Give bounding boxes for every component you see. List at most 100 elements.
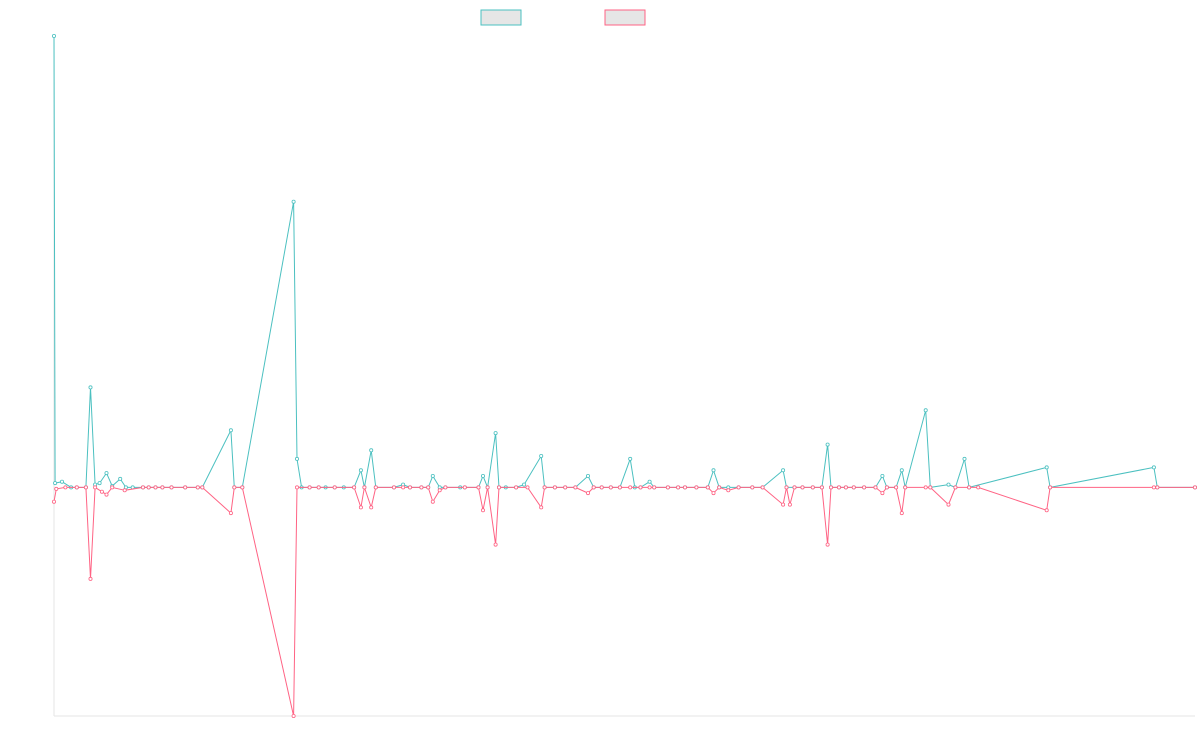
series-2-point[interactable] [843, 485, 848, 490]
series-2-point[interactable] [54, 486, 59, 491]
series-2-point[interactable] [628, 485, 633, 490]
series-2-point[interactable] [1044, 508, 1049, 513]
series-2-point[interactable] [599, 485, 604, 490]
series-2-point[interactable] [200, 485, 205, 490]
series-1-point[interactable] [628, 456, 633, 461]
series-2-point[interactable] [93, 485, 98, 490]
series-2-point[interactable] [122, 488, 127, 493]
series-1-point[interactable] [53, 481, 58, 486]
series-2-point[interactable] [851, 485, 856, 490]
series-2-point[interactable] [437, 488, 442, 493]
series-2-point[interactable] [332, 485, 337, 490]
series-1-point[interactable] [1044, 465, 1049, 470]
series-2-point[interactable] [240, 485, 245, 490]
series-2-point[interactable] [586, 491, 591, 496]
series-2-point[interactable] [638, 485, 643, 490]
series-2-point[interactable] [884, 485, 889, 490]
legend[interactable] [480, 9, 646, 26]
series-2-point[interactable] [736, 485, 741, 490]
series-2-point[interactable] [496, 485, 501, 490]
series-2-point[interactable] [352, 485, 357, 490]
series-2-point[interactable] [493, 542, 498, 547]
series-2-point[interactable] [74, 485, 79, 490]
series-1-point[interactable] [946, 482, 951, 487]
series-2-point[interactable] [976, 485, 981, 490]
series-2-point[interactable] [946, 502, 951, 507]
series-2-point[interactable] [967, 485, 972, 490]
series-2-point[interactable] [880, 491, 885, 496]
series-1-point[interactable] [291, 199, 296, 204]
series-2-point[interactable] [52, 499, 57, 504]
series-1-point[interactable] [923, 408, 928, 413]
series-2-point[interactable] [294, 485, 299, 490]
series-1-point[interactable] [522, 482, 527, 487]
series-1-point[interactable] [586, 473, 591, 478]
series-2-point[interactable] [358, 505, 363, 510]
series-2-point[interactable] [923, 485, 928, 490]
series-2-point[interactable] [899, 511, 904, 516]
series-2-point[interactable] [480, 508, 485, 513]
series-2-point[interactable] [169, 485, 174, 490]
series-2-point[interactable] [717, 485, 722, 490]
series-2-point[interactable] [617, 485, 622, 490]
series-2-point[interactable] [462, 485, 467, 490]
series-2-point[interactable] [760, 485, 765, 490]
series-2-point[interactable] [652, 485, 657, 490]
series-2-point[interactable] [316, 485, 321, 490]
series-2-point[interactable] [1155, 485, 1160, 490]
series-2-point[interactable] [153, 485, 158, 490]
series-1-point[interactable] [493, 431, 498, 436]
legend-swatch-series-2[interactable] [604, 9, 646, 26]
series-2-point[interactable] [750, 485, 755, 490]
series-2-point[interactable] [63, 485, 68, 490]
series-1-point[interactable] [294, 456, 299, 461]
series-2-point[interactable] [683, 485, 688, 490]
series-2-point[interactable] [88, 576, 93, 581]
series-2-point[interactable] [419, 485, 424, 490]
series-2-point[interactable] [800, 485, 805, 490]
series-2-point[interactable] [873, 485, 878, 490]
series-2-point[interactable] [228, 511, 233, 516]
series-2-point[interactable] [1193, 485, 1198, 490]
series-2-point[interactable] [140, 485, 145, 490]
series-1-point[interactable] [228, 428, 233, 433]
series-2-point[interactable] [1151, 485, 1156, 490]
series-2-point[interactable] [99, 489, 104, 494]
series-1-point[interactable] [97, 481, 102, 486]
series-2-point[interactable] [391, 485, 396, 490]
series-1-point[interactable] [899, 468, 904, 473]
series-2-point[interactable] [369, 505, 374, 510]
series-2-point[interactable] [146, 485, 151, 490]
series-2-point[interactable] [862, 485, 867, 490]
series-2-point[interactable] [665, 485, 670, 490]
series-2-point[interactable] [705, 485, 710, 490]
series-1-point[interactable] [52, 34, 57, 39]
series-2-point[interactable] [781, 502, 786, 507]
series-2-point[interactable] [160, 485, 165, 490]
series-2-point[interactable] [307, 485, 312, 490]
series-2-point[interactable] [810, 485, 815, 490]
series-1-point[interactable] [647, 479, 652, 484]
series-1-point[interactable] [60, 479, 65, 484]
series-1-point[interactable] [1151, 465, 1156, 470]
series-2-point[interactable] [784, 485, 789, 490]
series-1-point[interactable] [539, 453, 544, 458]
series-2-point[interactable] [792, 485, 797, 490]
series-2-point[interactable] [694, 485, 699, 490]
series-1-point[interactable] [118, 476, 123, 481]
series-2-point[interactable] [232, 485, 237, 490]
series-1-point[interactable] [358, 468, 363, 473]
series-2-point[interactable] [829, 485, 834, 490]
series-1-point[interactable] [711, 468, 716, 473]
series-2-point[interactable] [373, 485, 378, 490]
series-2-point[interactable] [903, 485, 908, 490]
series-2-point[interactable] [726, 488, 731, 493]
series-1-point[interactable] [781, 468, 786, 473]
series-1-point[interactable] [88, 385, 93, 390]
series-2-point[interactable] [928, 485, 933, 490]
series-2-point[interactable] [539, 505, 544, 510]
series-1-point[interactable] [104, 471, 109, 476]
series-2-point[interactable] [430, 499, 435, 504]
series-2-point[interactable] [362, 485, 367, 490]
series-2-point[interactable] [563, 485, 568, 490]
